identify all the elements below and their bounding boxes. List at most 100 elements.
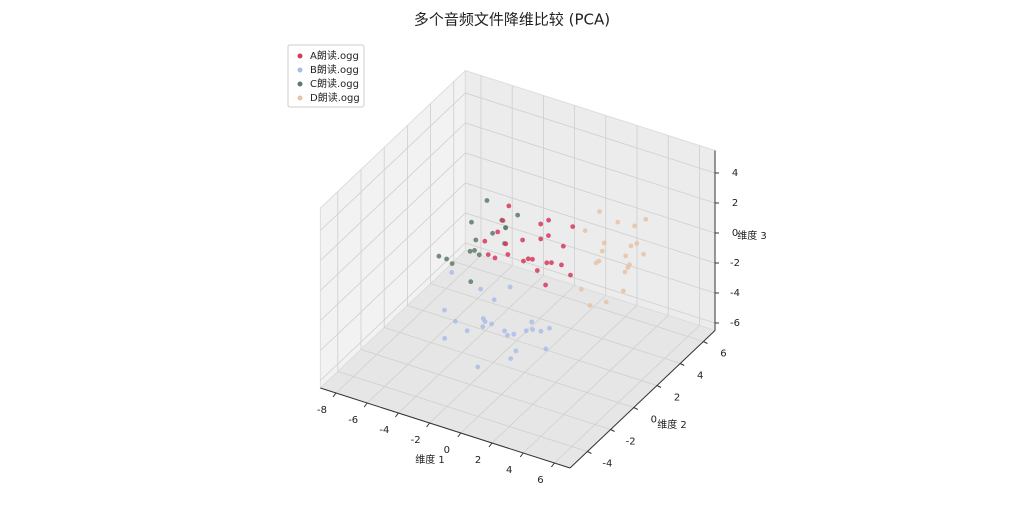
x-tick [488,442,493,448]
point [491,297,497,303]
x-tick [519,452,524,458]
chart-title: 多个音频文件降维比较 (PCA) [414,11,610,29]
x-tick-label: 4 [506,465,512,476]
point [485,252,491,257]
point [482,238,488,244]
grid-line [320,212,716,351]
y-tick [587,451,592,454]
point [538,328,544,334]
point [603,299,609,305]
y-tick-label: 4 [697,371,703,382]
x-tick [457,432,462,438]
point [599,248,605,254]
point [503,241,509,247]
x-tick [332,392,337,398]
point [468,279,474,285]
y-tick [679,363,685,366]
grid-line [429,105,575,424]
y-tick-label: 6 [720,349,726,360]
legend-box [287,44,365,108]
point [520,237,525,243]
point [543,282,548,288]
legend-label: A朗读.ogg [310,49,359,62]
y-axis [569,330,716,469]
point [530,327,535,332]
z-tick-label: 4 [732,168,738,179]
y-tick [610,429,615,432]
point [449,270,455,275]
x-tick-label: -4 [379,425,389,436]
point [482,319,488,324]
x-tick-label: -2 [411,435,421,446]
point [622,269,628,275]
legend-marker [297,81,303,87]
grid-line [522,135,669,454]
grid-line [406,125,658,386]
point [628,243,634,249]
grid-line [491,125,638,444]
point [503,225,508,231]
point [634,241,640,246]
z-tick-label: -6 [730,318,740,329]
x-axis-label: 维度 1 [415,453,445,466]
point [615,219,621,225]
grid-line [383,147,634,408]
point [490,230,495,236]
legend-label: B朗读.ogg [310,63,359,76]
point [523,328,529,334]
point [480,324,486,330]
point [521,258,526,264]
point [469,219,474,225]
grid-line [320,152,716,291]
point [534,268,540,273]
point [601,240,607,246]
point [568,272,573,278]
point [495,229,501,235]
x-tick-label: -6 [348,415,358,426]
point [538,236,544,242]
grid-line [320,122,716,261]
point [529,319,535,325]
point [525,256,531,262]
point [625,265,631,270]
point [472,248,477,253]
point [597,209,602,215]
point [543,346,549,352]
grid-line [360,169,611,430]
point [570,224,576,230]
grid-line [398,95,544,414]
point [476,252,482,258]
point [507,284,513,290]
point [587,303,593,308]
point [452,318,458,324]
z-tick-label: 2 [732,198,738,209]
y-axis-label: 维度 2 [657,418,687,431]
point [436,253,442,259]
legend-marker [297,95,303,101]
point [506,203,512,209]
grid-line [320,182,716,321]
x-tick-label: -8 [317,405,327,416]
y-tick-label: -2 [626,437,636,448]
grid-line [554,145,700,464]
y-tick [633,407,639,410]
point [593,260,599,266]
point [546,217,551,223]
legend-marker [297,53,303,59]
point [484,198,490,203]
point [464,328,470,334]
y-tick-label: 0 [651,415,657,426]
point [473,237,479,243]
point [559,262,564,268]
grid-line [320,242,716,381]
point [513,348,519,354]
point [621,288,626,294]
point [442,307,447,313]
x-tick [426,422,431,428]
grid-line [366,85,513,404]
point [511,331,517,337]
y-tick [656,385,662,388]
x-tick [363,402,368,408]
